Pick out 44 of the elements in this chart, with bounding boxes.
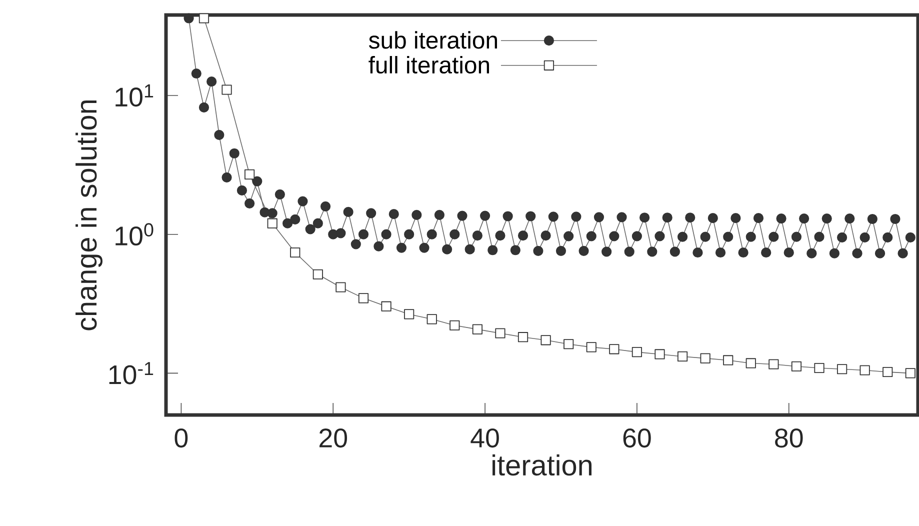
point [450, 320, 460, 330]
point [723, 355, 734, 366]
point [609, 344, 620, 354]
point [791, 361, 802, 372]
point [905, 368, 916, 378]
x-tick-label: 60 [623, 428, 651, 448]
point [222, 84, 232, 95]
x-tick-label: 40 [470, 428, 499, 448]
legend-label: sub iteration [368, 31, 497, 49]
point [564, 339, 574, 350]
x-tick-label: 20 [320, 428, 348, 448]
legend-label: full iteration [368, 56, 489, 74]
point [244, 169, 255, 180]
y-tick-label: 10$^{-1}$ [109, 362, 154, 384]
point [358, 293, 369, 304]
y-tick-label: 10$^{0}$ [116, 223, 154, 246]
point [198, 13, 210, 24]
point [336, 282, 346, 292]
point [540, 335, 551, 346]
point [381, 301, 392, 312]
x-tick-label: 80 [775, 428, 803, 448]
y-axis-title: change in solution [76, 100, 102, 330]
x-tick-label: 0 [174, 428, 188, 448]
x-axis-title: iteration [492, 454, 592, 476]
point [312, 269, 323, 280]
point [860, 365, 870, 376]
point [495, 328, 506, 338]
point [426, 314, 437, 324]
y-tick-label: 10$^{1}$ [116, 84, 154, 107]
point [768, 359, 779, 370]
point [700, 353, 710, 364]
point [290, 247, 300, 258]
point [404, 309, 414, 320]
point [586, 342, 596, 352]
point [814, 362, 824, 374]
point [654, 349, 665, 360]
point [267, 218, 278, 228]
point [746, 358, 756, 368]
point [836, 364, 848, 374]
point [518, 332, 528, 342]
point [472, 324, 482, 334]
point [677, 351, 688, 362]
point [632, 347, 642, 358]
point [882, 366, 893, 378]
